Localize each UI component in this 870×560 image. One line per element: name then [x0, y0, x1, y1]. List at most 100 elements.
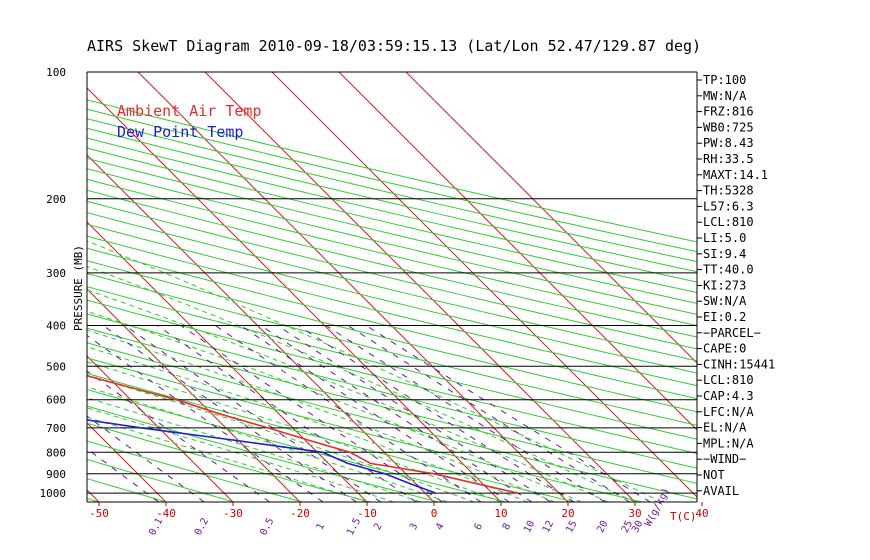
mixing-ratio-label: 10 — [522, 519, 537, 535]
dry-adiabat-line — [87, 200, 697, 350]
dry-adiabat-line — [87, 388, 507, 502]
mixing-ratio-line — [180, 325, 443, 502]
bottom-temp-tick-label: -30 — [223, 507, 243, 520]
dry-adiabat-line — [87, 157, 697, 304]
legend-dew-point-temp: Dew Point Temp — [117, 123, 243, 141]
dry-adiabat-line — [87, 137, 697, 283]
moist-adiabat-line — [87, 265, 636, 502]
mixing-ratio-label: 6 — [473, 522, 486, 532]
dry-adiabat-line — [87, 327, 697, 484]
dry-adiabat-line — [87, 357, 643, 502]
stability-index-label: EI:0.2 — [703, 310, 746, 324]
mixing-ratio-label: 12 — [541, 519, 556, 535]
isotherm-line — [87, 87, 502, 502]
stability-index-label: −WIND− — [703, 452, 746, 466]
stability-index-label: TP:100 — [703, 73, 746, 87]
moist-adiabat-line — [87, 240, 663, 502]
bottom-temp-tick-label: -40 — [156, 507, 176, 520]
bottom-temp-tick-label: -20 — [290, 507, 310, 520]
pressure-tick-label: 600 — [46, 394, 66, 407]
y-axis-label: PRESSURE (MB) — [72, 245, 85, 331]
bottom-temp-tick-label: -50 — [89, 507, 109, 520]
stability-index-label: KI:273 — [703, 278, 746, 292]
isotherm-line — [137, 72, 569, 502]
dry-adiabat-line — [87, 235, 697, 387]
stability-index-label: −PARCEL− — [703, 326, 761, 340]
mixing-ratio-label: 30 — [630, 519, 645, 535]
dry-adiabat-line — [87, 372, 575, 502]
stability-index-label: LFC:N/A — [703, 405, 754, 419]
stability-index-label: SW:N/A — [703, 294, 747, 308]
bottom-temp-tick-label: 20 — [561, 507, 574, 520]
stability-index-label: SI:9.4 — [703, 247, 746, 261]
stability-index-label: LCL:810 — [703, 215, 754, 229]
isotherm-line — [87, 422, 167, 502]
stability-index-label: PW:8.43 — [703, 136, 754, 150]
stability-index-label: EL:N/A — [703, 421, 747, 435]
pressure-tick-label: 400 — [46, 320, 66, 333]
dry-adiabat-line — [87, 405, 439, 502]
dry-adiabat-line — [87, 223, 697, 374]
dry-adiabat-line — [87, 422, 371, 502]
bottom-temp-tick-label: 10 — [494, 507, 507, 520]
pressure-tick-label: 700 — [46, 422, 66, 435]
bottom-temp-tick-label: 0 — [431, 507, 438, 520]
mixing-ratio-label: 15 — [564, 519, 579, 535]
stability-index-label: NOT — [703, 468, 725, 482]
stability-index-label: CAP:4.3 — [703, 389, 754, 403]
mixing-ratio-label: 8 — [501, 522, 514, 532]
moist-adiabat-line — [87, 310, 582, 502]
stability-index-label: AVAIL — [703, 484, 739, 498]
profiles — [87, 374, 519, 494]
stability-index-label: LCL:810 — [703, 373, 754, 387]
dry-adiabat-line — [87, 299, 697, 455]
isotherm-line — [87, 288, 301, 502]
dry-adiabat-line — [87, 118, 697, 263]
dry-adiabat-line — [87, 313, 697, 469]
stability-index-label: TT:40.0 — [703, 263, 754, 277]
stability-index-label: MW:N/A — [703, 89, 747, 103]
mixing-ratio-label: 20 — [595, 519, 610, 535]
x-unit-label: T(C) — [670, 510, 697, 523]
moist-adiabat-line — [87, 289, 609, 502]
stability-index-label: LI:5.0 — [703, 231, 746, 245]
isotherm-line — [204, 72, 636, 502]
pressure-tick-label: 1000 — [40, 487, 67, 500]
mixing-ratio-label: 4 — [434, 522, 447, 532]
dry-adiabat-line — [87, 286, 697, 440]
pressure-tick-label: 500 — [46, 360, 66, 373]
mixing-ratio-line — [365, 325, 651, 502]
mixing-ratio-line — [325, 325, 606, 502]
stability-index-label: MAXT:14.1 — [703, 168, 768, 182]
stability-index-label: CINH:15441 — [703, 357, 775, 371]
bottom-temp-tick-label: 30 — [628, 507, 641, 520]
stability-index-label: RH:33.5 — [703, 152, 754, 166]
dry-adiabat-line — [87, 147, 697, 294]
mixing-ratio-line — [124, 325, 381, 502]
dry-adiabat-line — [87, 260, 697, 413]
stability-index-label: TH:5328 — [703, 184, 754, 198]
mixing-ratio-line — [347, 325, 630, 502]
mixing-ratio-label: 3 — [408, 522, 421, 532]
moist-adiabat-line — [87, 329, 555, 502]
background-lines — [87, 72, 697, 502]
pressure-tick-label: 100 — [46, 66, 66, 79]
mixing-ratio-label: 1 — [315, 522, 328, 532]
mixing-ratio-line — [156, 325, 417, 502]
isotherm-line — [271, 72, 697, 498]
dry-adiabat-line — [87, 458, 235, 502]
mixing-ratio-line — [102, 325, 357, 502]
pressure-tick-label: 800 — [46, 446, 66, 459]
pressure-tick-label: 900 — [46, 468, 66, 481]
mixing-ratio-line — [87, 334, 324, 502]
dry-adiabat-line — [87, 342, 697, 500]
dry-adiabat-line — [87, 272, 697, 426]
dry-adiabat-line — [87, 168, 697, 315]
bottom-temp-tick-label: -10 — [357, 507, 377, 520]
stability-index-label: MPL:N/A — [703, 436, 754, 450]
temperature-profile-line — [87, 374, 519, 494]
moist-adiabat-line — [87, 386, 448, 502]
dry-adiabat-line — [87, 212, 697, 362]
dry-adiabat-line — [87, 127, 697, 273]
